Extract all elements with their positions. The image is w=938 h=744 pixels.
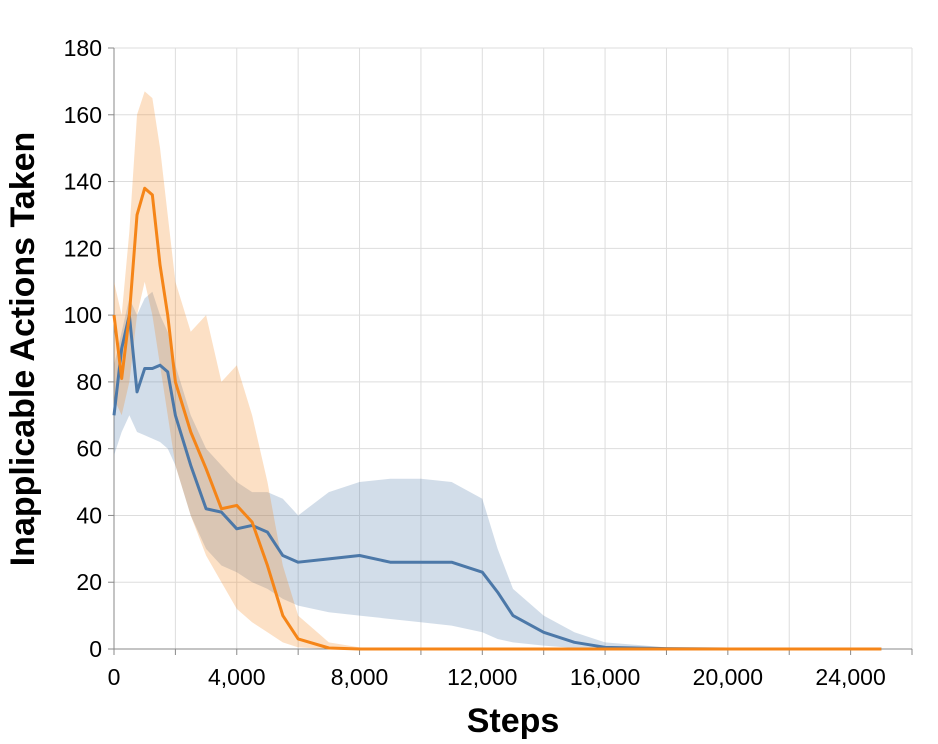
y-axis-title: Inapplicable Actions Taken [4,132,42,567]
line [112,313,882,651]
x-tick-label: 0 [108,664,121,690]
x-tick-label: 4,000 [208,664,266,690]
y-tick-label: 120 [64,235,102,261]
y-tick-label: 160 [64,102,102,128]
line [112,186,882,651]
y-tick-label: 180 [64,35,102,61]
band [114,291,882,649]
x-tick-label: 20,000 [693,664,763,690]
y-tick-label: 140 [64,169,102,195]
y-tick-label: 60 [76,436,102,462]
y-tick-label: 40 [76,502,102,528]
y-tick-label: 100 [64,302,102,328]
x-tick-label: 24,000 [815,664,885,690]
y-tick-label: 0 [89,636,102,662]
y-tick-label: 20 [76,569,102,595]
y-tick-label: 80 [76,369,102,395]
x-tick-label: 16,000 [570,664,640,690]
x-axis-title: Steps [467,702,560,740]
x-tick-label: 8,000 [331,664,389,690]
x-tick-label: 12,000 [447,664,517,690]
